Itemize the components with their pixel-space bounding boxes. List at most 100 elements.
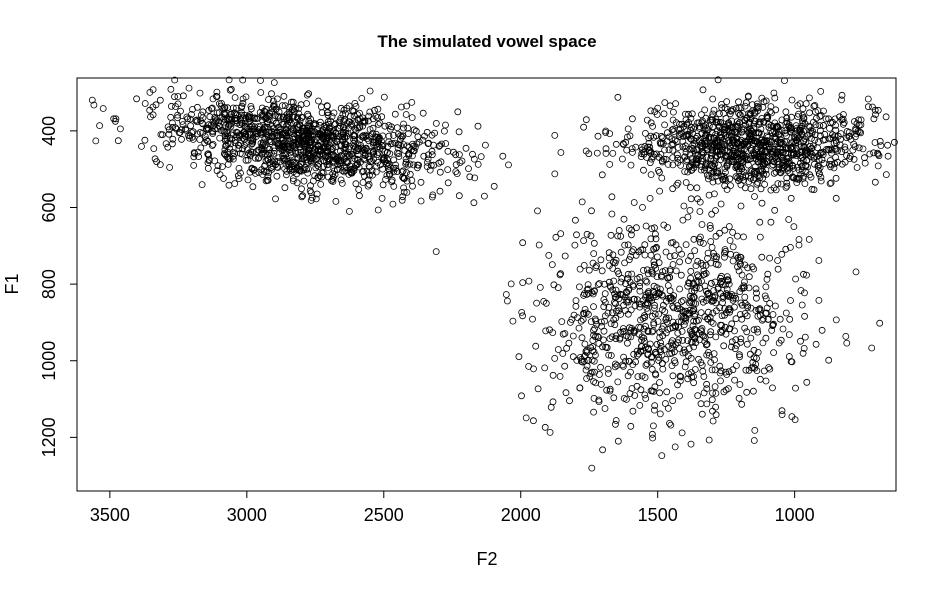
- data-point: [651, 301, 658, 309]
- data-point: [638, 336, 645, 344]
- data-point: [662, 355, 670, 363]
- data-point: [88, 96, 96, 104]
- data-point: [231, 136, 239, 144]
- data-point: [231, 139, 239, 147]
- data-point: [625, 256, 633, 264]
- data-point: [308, 194, 316, 202]
- data-point: [859, 145, 867, 153]
- data-point: [790, 164, 797, 172]
- data-point: [707, 238, 715, 245]
- data-point: [746, 133, 754, 141]
- data-point: [643, 360, 651, 368]
- data-point: [651, 224, 658, 232]
- data-point: [698, 111, 705, 118]
- data-point: [298, 155, 306, 163]
- data-point: [778, 407, 786, 415]
- data-point: [657, 285, 664, 293]
- data-point: [705, 142, 712, 150]
- data-point: [505, 161, 512, 169]
- data-point: [787, 128, 795, 136]
- data-point: [861, 159, 869, 167]
- data-point: [769, 384, 776, 392]
- data-point: [597, 380, 605, 388]
- data-point: [282, 171, 290, 179]
- data-point: [324, 111, 332, 119]
- data-point: [721, 311, 728, 319]
- data-point: [645, 134, 653, 142]
- data-point: [742, 171, 750, 179]
- data-point: [621, 241, 629, 249]
- data-point: [744, 303, 751, 311]
- data-point: [750, 120, 758, 128]
- data-point: [648, 358, 655, 366]
- data-point: [465, 165, 472, 173]
- data-point: [796, 128, 804, 136]
- data-point: [727, 182, 734, 190]
- data-point: [669, 116, 677, 124]
- data-point: [651, 406, 658, 414]
- data-point: [656, 410, 664, 418]
- data-point: [612, 140, 620, 148]
- data-point: [379, 165, 387, 173]
- data-point: [382, 175, 390, 183]
- data-point: [291, 105, 299, 112]
- data-point: [589, 290, 597, 298]
- data-point: [734, 160, 742, 168]
- data-point: [269, 117, 277, 125]
- data-point: [750, 265, 758, 273]
- data-point: [280, 92, 288, 100]
- data-point: [592, 379, 599, 387]
- data-point: [345, 207, 353, 215]
- data-point: [222, 142, 230, 149]
- data-point: [641, 241, 649, 249]
- data-point: [674, 302, 681, 309]
- data-point: [666, 419, 673, 427]
- data-point: [317, 180, 325, 188]
- data-point: [289, 134, 297, 142]
- data-point: [711, 278, 719, 286]
- data-point: [660, 301, 667, 309]
- data-point: [535, 241, 543, 249]
- data-point: [669, 125, 677, 133]
- data-point: [588, 356, 596, 364]
- data-point: [682, 145, 689, 153]
- data-point: [257, 89, 265, 96]
- data-point: [435, 159, 443, 167]
- data-point: [736, 351, 743, 359]
- data-point: [812, 340, 820, 348]
- data-point: [702, 134, 710, 142]
- data-point: [329, 178, 337, 185]
- data-point: [811, 160, 818, 168]
- data-point: [647, 251, 655, 259]
- data-point: [690, 125, 697, 133]
- data-point: [177, 107, 184, 115]
- data-point: [741, 324, 749, 332]
- data-point: [442, 121, 449, 129]
- data-point: [801, 180, 809, 188]
- data-point: [647, 132, 655, 140]
- data-point: [663, 388, 671, 396]
- data-point: [711, 356, 718, 364]
- data-point: [563, 344, 570, 352]
- data-point: [698, 295, 706, 303]
- data-point: [704, 249, 712, 257]
- data-point: [627, 161, 635, 169]
- data-point: [703, 380, 710, 388]
- data-point: [257, 129, 265, 137]
- data-point: [691, 287, 698, 295]
- data-point: [714, 147, 722, 155]
- data-point: [607, 320, 615, 328]
- data-point: [225, 76, 233, 84]
- data-point: [626, 357, 633, 365]
- data-point: [786, 124, 794, 132]
- data-point: [627, 422, 635, 430]
- data-point: [584, 281, 592, 289]
- data-point: [765, 364, 772, 371]
- data-point: [708, 279, 715, 287]
- data-point: [399, 193, 407, 201]
- data-point: [209, 130, 217, 138]
- data-point: [737, 202, 745, 210]
- data-point: [838, 148, 846, 156]
- data-point: [652, 230, 659, 238]
